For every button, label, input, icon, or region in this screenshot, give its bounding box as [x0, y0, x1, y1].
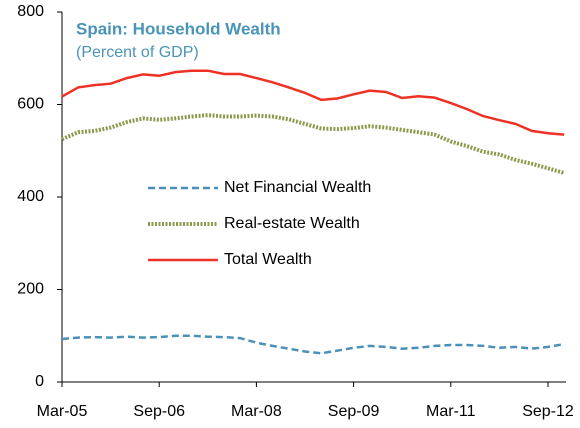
data-line	[61, 69, 565, 136]
y-tick-label: 200	[17, 281, 44, 298]
legend-label: Net Financial Wealth	[224, 179, 371, 196]
data-line	[61, 113, 565, 175]
x-tick-label: Mar-05	[37, 403, 88, 420]
x-tick-label: Mar-11	[426, 403, 476, 420]
legend-label: Real-estate Wealth	[224, 215, 360, 232]
y-tick-label: 400	[17, 188, 44, 205]
chart-subtitle: (Percent of GDP)	[76, 44, 199, 61]
chart-title: Spain: Household Wealth	[76, 19, 281, 38]
x-tick-label: Mar-08	[231, 403, 282, 420]
x-tick-label: Sep-12	[522, 403, 574, 420]
y-tick-label: 800	[17, 3, 44, 20]
data-line	[61, 334, 565, 355]
x-tick-label: Sep-09	[328, 403, 380, 420]
y-tick-label: 600	[17, 96, 44, 113]
x-tick-label: Sep-06	[133, 403, 185, 420]
legend-label: Total Wealth	[224, 251, 312, 268]
y-tick-label: 0	[35, 373, 44, 390]
